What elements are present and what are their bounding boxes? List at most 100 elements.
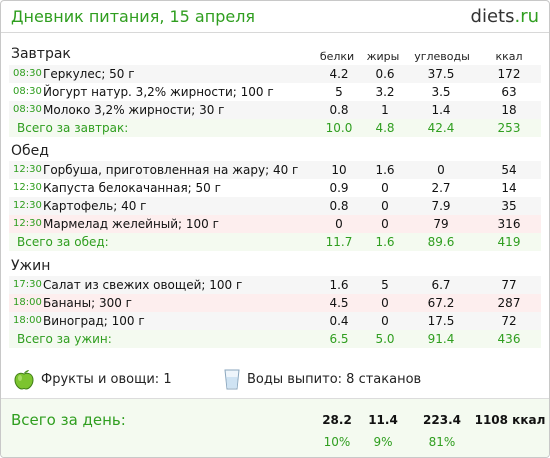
meal-time: 08:30 xyxy=(13,104,42,115)
meal-time: 08:30 xyxy=(13,86,42,97)
meal-total-row: Всего за ужин: 6.5 5.0 91.4 436 xyxy=(9,330,541,348)
carbs-value: 7.9 xyxy=(431,199,451,213)
kcal-value: 18 xyxy=(501,103,517,117)
proteins-total: 6.5 xyxy=(329,332,349,346)
proteins-value: 4.5 xyxy=(329,296,349,310)
proteins-total: 10.0 xyxy=(325,121,353,135)
carbs-value: 79 xyxy=(433,217,449,231)
table-row: 18:00 Бананы; 300 г 4.5 0 67.2 287 xyxy=(9,294,541,312)
brand-logo[interactable]: diets.ru xyxy=(471,6,539,27)
day-proteins: 28.2 xyxy=(322,413,352,427)
food-name[interactable]: Мармелад желейный; 100 г xyxy=(43,217,219,231)
day-fats-percent: 9% xyxy=(373,435,393,449)
day-total-label: Всего за день: xyxy=(11,411,126,429)
meal-time: 17:30 xyxy=(13,279,42,290)
brand-tld: .ru xyxy=(514,6,539,27)
table-row: 12:30 Горбуша, приготовленная на жару; 4… xyxy=(9,161,541,179)
kcal-value: 72 xyxy=(501,314,517,328)
proteins-value: 10 xyxy=(331,163,347,177)
proteins-value: 0.9 xyxy=(329,181,349,195)
extras-row: Фрукты и овощи: 1 Воды выпито: 8 стакано… xyxy=(1,368,549,392)
carbs-value: 2.7 xyxy=(431,181,451,195)
page-title: Дневник питания, 15 апреля xyxy=(11,7,256,26)
day-fats: 11.4 xyxy=(368,413,398,427)
col-fats: жиры xyxy=(366,50,400,63)
food-name[interactable]: Йогурт натур. 3,2% жирности; 100 г xyxy=(43,85,274,99)
table-row: 08:30 Молоко 3,2% жирности; 30 г 0.8 1 1… xyxy=(9,101,541,119)
carbs-value: 6.7 xyxy=(431,278,451,292)
kcal-total: 419 xyxy=(497,235,521,249)
meal-total-row: Всего за завтрак: 10.0 4.8 42.4 253 xyxy=(9,119,541,137)
food-name[interactable]: Виноград; 100 г xyxy=(43,314,145,328)
food-name[interactable]: Молоко 3,2% жирности; 30 г xyxy=(43,103,225,117)
fats-value: 0 xyxy=(381,314,389,328)
kcal-value: 172 xyxy=(497,67,521,81)
col-carbs: углеводы xyxy=(414,50,470,63)
day-carbs-percent: 81% xyxy=(428,435,456,449)
water-glass-icon xyxy=(224,369,240,390)
fats-value: 0.6 xyxy=(375,67,395,81)
meal-time: 12:30 xyxy=(13,182,42,193)
kcal-value: 287 xyxy=(497,296,521,310)
carbs-value: 0 xyxy=(437,163,445,177)
fats-total: 5.0 xyxy=(375,332,395,346)
meal-time: 08:30 xyxy=(13,68,42,79)
water-count: Воды выпито: 8 стаканов xyxy=(247,372,422,387)
food-name[interactable]: Капуста белокачанная; 50 г xyxy=(43,181,221,195)
fats-value: 0 xyxy=(381,296,389,310)
total-label: Всего за завтрак: xyxy=(17,121,129,135)
food-name[interactable]: Горбуша, приготовленная на жару; 40 г xyxy=(43,163,299,177)
carbs-value: 1.4 xyxy=(431,103,451,117)
day-carbs: 223.4 xyxy=(423,413,461,427)
header: Дневник питания, 15 апреля diets.ru xyxy=(1,1,549,33)
meal-title-dinner: Ужин xyxy=(11,258,51,274)
fats-total: 4.8 xyxy=(375,121,395,135)
kcal-value: 54 xyxy=(501,163,517,177)
fats-value: 3.2 xyxy=(375,85,395,99)
meal-time: 12:30 xyxy=(13,200,42,211)
carbs-value: 17.5 xyxy=(427,314,455,328)
fats-total: 1.6 xyxy=(375,235,395,249)
carbs-value: 37.5 xyxy=(427,67,455,81)
fats-value: 0 xyxy=(381,217,389,231)
meal-time: 12:30 xyxy=(13,218,42,229)
fats-value: 1.6 xyxy=(375,163,395,177)
kcal-value: 316 xyxy=(497,217,521,231)
col-kcal: ккал xyxy=(495,50,523,63)
kcal-total: 436 xyxy=(497,332,521,346)
carbs-total: 89.6 xyxy=(427,235,455,249)
fats-value: 0 xyxy=(381,181,389,195)
meal-total-row: Всего за обед: 11.7 1.6 89.6 419 xyxy=(9,233,541,251)
table-row: 17:30 Салат из свежих овощей; 100 г 1.6 … xyxy=(9,276,541,294)
food-name[interactable]: Картофель; 40 г xyxy=(43,199,147,213)
proteins-value: 0.8 xyxy=(329,103,349,117)
table-row: 12:30 Капуста белокачанная; 50 г 0.9 0 2… xyxy=(9,179,541,197)
meal-title-breakfast: Завтрак xyxy=(11,46,71,62)
carbs-total: 91.4 xyxy=(427,332,455,346)
kcal-total: 253 xyxy=(497,121,521,135)
fats-value: 5 xyxy=(381,278,389,292)
table-row: 08:30 Йогурт натур. 3,2% жирности; 100 г… xyxy=(9,83,541,101)
brand-main: diets xyxy=(470,6,515,27)
kcal-value: 35 xyxy=(501,199,517,213)
proteins-value: 5 xyxy=(335,85,343,99)
meal-time: 18:00 xyxy=(13,315,42,326)
meal-time: 12:30 xyxy=(13,164,42,175)
meal-time: 18:00 xyxy=(13,297,42,308)
day-proteins-percent: 10% xyxy=(323,435,351,449)
proteins-value: 0.4 xyxy=(329,314,349,328)
food-name[interactable]: Геркулес; 50 г xyxy=(43,67,135,81)
day-total-panel: Всего за день: 28.2 11.4 223.4 1108 ккал… xyxy=(1,398,549,457)
food-name[interactable]: Бананы; 300 г xyxy=(43,296,132,310)
fats-value: 0 xyxy=(381,199,389,213)
total-label: Всего за обед: xyxy=(17,235,109,249)
fruits-count: Фрукты и овощи: 1 xyxy=(41,372,172,387)
day-kcal: 1108 ккал xyxy=(474,413,546,427)
proteins-value: 4.2 xyxy=(329,67,349,81)
proteins-value: 0 xyxy=(335,217,343,231)
carbs-total: 42.4 xyxy=(427,121,455,135)
kcal-value: 77 xyxy=(501,278,517,292)
proteins-value: 0.8 xyxy=(329,199,349,213)
food-name[interactable]: Салат из свежих овощей; 100 г xyxy=(43,278,243,292)
